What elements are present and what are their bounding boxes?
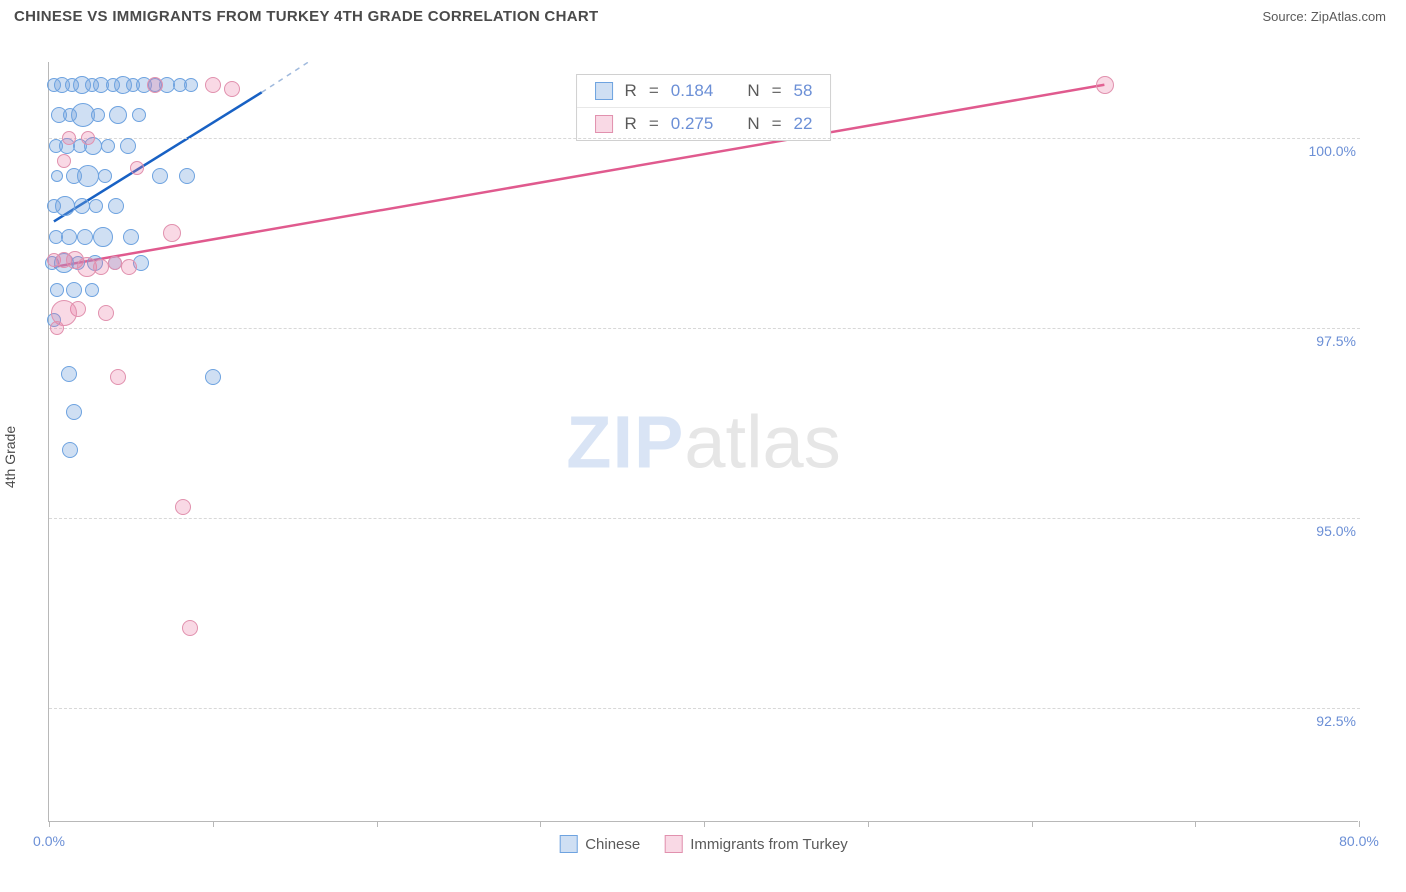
r-value-blue: 0.184 bbox=[671, 81, 714, 101]
y-tick-label: 92.5% bbox=[1312, 713, 1360, 729]
n-label-pink: N bbox=[747, 114, 759, 134]
equals-icon: = bbox=[649, 81, 659, 101]
scatter-point-pink bbox=[110, 369, 126, 385]
stats-legend: R = 0.184 N = 58 R = 0.275 N = 22 bbox=[576, 74, 832, 141]
scatter-point-pink bbox=[62, 131, 76, 145]
scatter-point-blue bbox=[91, 108, 105, 122]
watermark: ZIPatlas bbox=[566, 399, 840, 484]
scatter-point-pink bbox=[1096, 76, 1114, 94]
swatch-pink bbox=[595, 115, 613, 133]
x-tick bbox=[1359, 821, 1360, 827]
y-tick-label: 100.0% bbox=[1305, 143, 1360, 159]
gridline-h bbox=[49, 138, 1360, 139]
equals-icon: = bbox=[772, 114, 782, 134]
x-tick-label: 80.0% bbox=[1339, 833, 1379, 849]
x-tick bbox=[540, 821, 541, 827]
gridline-h bbox=[49, 328, 1360, 329]
plot-area: ZIPatlas R = 0.184 N = 58 R = 0.275 N bbox=[48, 62, 1358, 822]
scatter-point-pink bbox=[98, 305, 114, 321]
stats-row-pink: R = 0.275 N = 22 bbox=[577, 107, 831, 140]
scatter-point-blue bbox=[50, 283, 64, 297]
scatter-point-blue bbox=[66, 404, 82, 420]
legend-item-pink: Immigrants from Turkey bbox=[664, 835, 848, 853]
scatter-point-blue bbox=[152, 168, 168, 184]
scatter-point-pink bbox=[130, 161, 144, 175]
gridline-h bbox=[49, 518, 1360, 519]
scatter-point-pink bbox=[147, 77, 163, 93]
scatter-point-blue bbox=[74, 198, 90, 214]
swatch-blue bbox=[595, 82, 613, 100]
scatter-point-blue bbox=[85, 283, 99, 297]
scatter-point-blue bbox=[98, 169, 112, 183]
scatter-point-blue bbox=[205, 369, 221, 385]
r-label-pink: R bbox=[625, 114, 637, 134]
scatter-point-blue bbox=[51, 170, 63, 182]
y-tick-label: 95.0% bbox=[1312, 523, 1360, 539]
watermark-atlas: atlas bbox=[684, 400, 840, 483]
n-label-blue: N bbox=[747, 81, 759, 101]
stats-row-blue: R = 0.184 N = 58 bbox=[577, 75, 831, 107]
legend-label-pink: Immigrants from Turkey bbox=[690, 836, 848, 853]
y-axis-label: 4th Grade bbox=[2, 426, 18, 488]
source-label: Source: ZipAtlas.com bbox=[1262, 9, 1386, 24]
y-tick-label: 97.5% bbox=[1312, 333, 1360, 349]
swatch-blue bbox=[559, 835, 577, 853]
scatter-point-blue bbox=[120, 138, 136, 154]
x-tick bbox=[1032, 821, 1033, 827]
x-tick-label: 0.0% bbox=[33, 833, 65, 849]
scatter-point-blue bbox=[109, 106, 127, 124]
scatter-point-blue bbox=[89, 199, 103, 213]
scatter-point-blue bbox=[55, 196, 75, 216]
scatter-point-blue bbox=[108, 198, 124, 214]
x-tick bbox=[377, 821, 378, 827]
scatter-point-blue bbox=[179, 168, 195, 184]
scatter-point-pink bbox=[121, 259, 137, 275]
chart-container: 4th Grade ZIPatlas R = 0.184 N = 58 R = … bbox=[14, 42, 1394, 872]
scatter-point-blue bbox=[123, 229, 139, 245]
scatter-point-blue bbox=[77, 229, 93, 245]
equals-icon: = bbox=[649, 114, 659, 134]
scatter-point-blue bbox=[77, 165, 99, 187]
swatch-pink bbox=[664, 835, 682, 853]
x-tick bbox=[213, 821, 214, 827]
legend-label-blue: Chinese bbox=[585, 836, 640, 853]
x-tick bbox=[49, 821, 50, 827]
scatter-point-blue bbox=[62, 442, 78, 458]
scatter-point-pink bbox=[205, 77, 221, 93]
scatter-point-blue bbox=[61, 229, 77, 245]
scatter-point-blue bbox=[61, 366, 77, 382]
x-tick bbox=[1195, 821, 1196, 827]
n-value-pink: 22 bbox=[794, 114, 813, 134]
chart-title: CHINESE VS IMMIGRANTS FROM TURKEY 4TH GR… bbox=[14, 8, 598, 25]
x-tick bbox=[868, 821, 869, 827]
legend-item-blue: Chinese bbox=[559, 835, 640, 853]
r-value-pink: 0.275 bbox=[671, 114, 714, 134]
scatter-point-pink bbox=[182, 620, 198, 636]
scatter-point-blue bbox=[132, 108, 146, 122]
scatter-point-blue bbox=[66, 282, 82, 298]
scatter-point-blue bbox=[184, 78, 198, 92]
bottom-legend: Chinese Immigrants from Turkey bbox=[559, 835, 848, 853]
scatter-point-pink bbox=[108, 256, 122, 270]
equals-icon: = bbox=[772, 81, 782, 101]
x-tick bbox=[704, 821, 705, 827]
scatter-point-pink bbox=[81, 131, 95, 145]
watermark-zip: ZIP bbox=[566, 400, 684, 483]
scatter-point-pink bbox=[163, 224, 181, 242]
scatter-point-pink bbox=[175, 499, 191, 515]
scatter-point-blue bbox=[101, 139, 115, 153]
r-label-blue: R bbox=[625, 81, 637, 101]
scatter-point-pink bbox=[57, 154, 71, 168]
scatter-point-blue bbox=[93, 227, 113, 247]
scatter-point-pink bbox=[50, 321, 64, 335]
n-value-blue: 58 bbox=[794, 81, 813, 101]
gridline-h bbox=[49, 708, 1360, 709]
scatter-point-pink bbox=[224, 81, 240, 97]
